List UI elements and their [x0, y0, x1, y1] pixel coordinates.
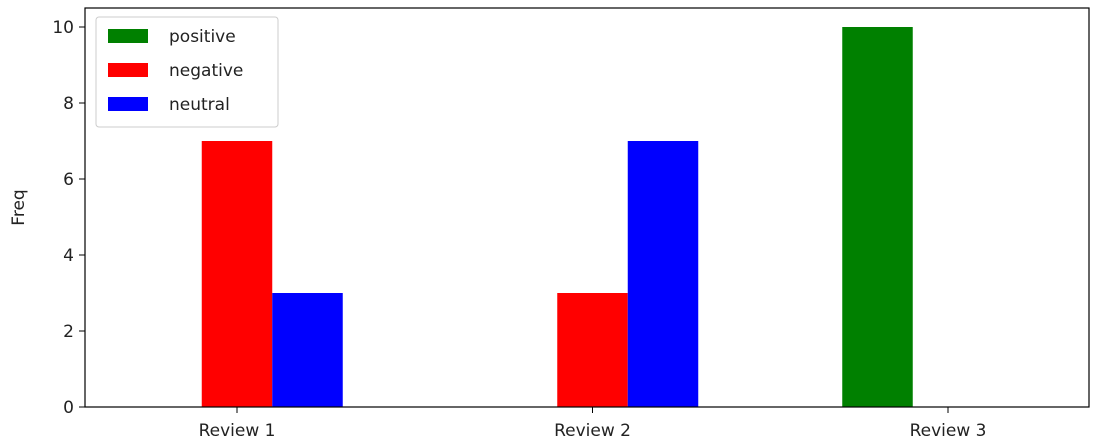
- y-axis-label: Freq: [9, 189, 29, 225]
- y-tick-label: 10: [52, 18, 74, 38]
- legend-label-neutral: neutral: [169, 95, 230, 115]
- bar-positive-review-3: [842, 27, 913, 407]
- bar-negative-review-1: [201, 141, 273, 407]
- legend-label-negative: negative: [169, 61, 243, 81]
- bar-neutral-review-2: [627, 141, 699, 407]
- y-tick-label: 0: [63, 398, 74, 418]
- legend-swatch-positive: [108, 29, 148, 43]
- y-tick-label: 2: [63, 322, 74, 342]
- bar-negative-review-2: [557, 293, 628, 407]
- bar-neutral-review-1: [272, 293, 343, 407]
- y-tick-label: 4: [63, 246, 74, 266]
- y-tick-label: 8: [63, 94, 74, 114]
- legend-swatch-neutral: [108, 97, 148, 111]
- x-tick-label: Review 2: [554, 421, 631, 441]
- bars-group: [201, 27, 913, 407]
- legend: positive negative neutral: [95, 16, 279, 128]
- x-tick-label: Review 3: [910, 421, 987, 441]
- legend-label-positive: positive: [169, 27, 236, 47]
- y-tick-label: 6: [63, 170, 74, 190]
- x-tick-label: Review 1: [199, 421, 276, 441]
- x-axis: Review 1 Review 2 Review 3: [199, 407, 987, 441]
- plot-frame: [84, 7, 1090, 408]
- legend-swatch-negative: [108, 63, 148, 77]
- y-axis: 0 2 4 6 8 10: [52, 18, 85, 418]
